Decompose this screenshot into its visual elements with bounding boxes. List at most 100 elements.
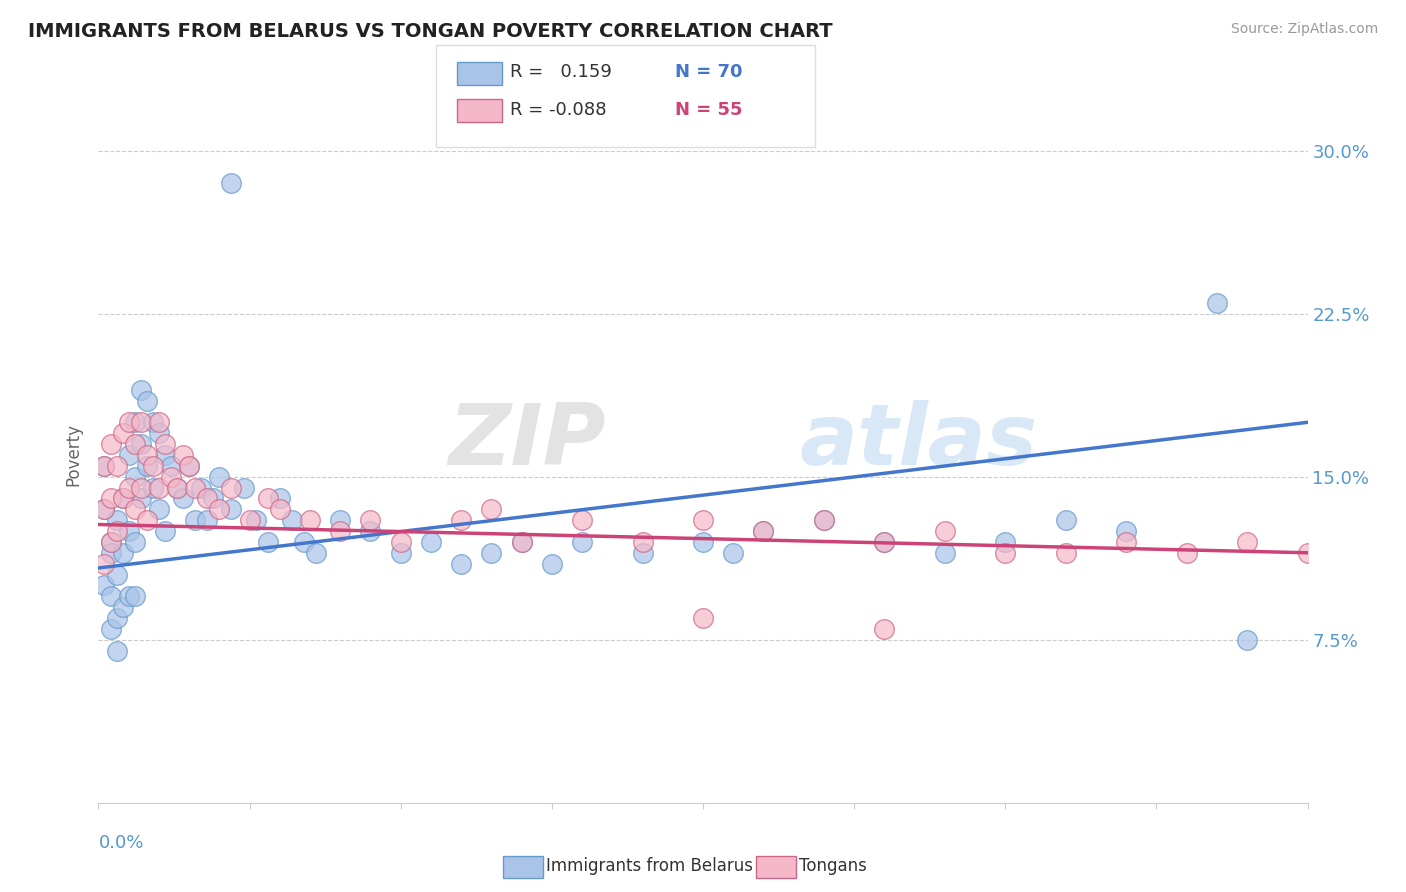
- Point: [692, 513, 714, 527]
- Point: [111, 600, 134, 615]
- Point: [172, 491, 194, 506]
- Point: [184, 513, 207, 527]
- Point: [195, 513, 218, 527]
- Point: [93, 502, 115, 516]
- Point: [571, 535, 593, 549]
- Text: Immigrants from Belarus: Immigrants from Belarus: [546, 857, 752, 875]
- Point: [752, 524, 775, 538]
- Point: [873, 535, 896, 549]
- Point: [571, 513, 593, 527]
- Point: [100, 546, 122, 560]
- Point: [172, 448, 194, 462]
- Point: [148, 502, 170, 516]
- Text: 0.0%: 0.0%: [98, 834, 143, 852]
- Point: [148, 481, 170, 495]
- Point: [142, 458, 165, 473]
- Point: [124, 535, 146, 549]
- Point: [813, 513, 835, 527]
- Point: [305, 546, 328, 560]
- Point: [105, 611, 128, 625]
- Point: [420, 535, 443, 549]
- Point: [510, 535, 533, 549]
- Point: [100, 622, 122, 636]
- Point: [124, 502, 146, 516]
- Text: R =   0.159: R = 0.159: [510, 63, 612, 81]
- Point: [208, 502, 231, 516]
- Point: [221, 176, 243, 190]
- Point: [202, 491, 225, 506]
- Point: [118, 415, 141, 429]
- Point: [93, 458, 115, 473]
- Point: [256, 491, 278, 506]
- Point: [179, 458, 201, 473]
- Point: [873, 622, 896, 636]
- Point: [281, 513, 304, 527]
- Text: IMMIGRANTS FROM BELARUS VS TONGAN POVERTY CORRELATION CHART: IMMIGRANTS FROM BELARUS VS TONGAN POVERT…: [28, 22, 832, 41]
- Point: [450, 513, 472, 527]
- Point: [190, 481, 212, 495]
- Point: [1296, 546, 1319, 560]
- Point: [813, 513, 835, 527]
- Point: [105, 458, 128, 473]
- Point: [481, 502, 503, 516]
- Point: [389, 535, 412, 549]
- Point: [148, 426, 170, 441]
- Point: [124, 589, 146, 603]
- Point: [195, 491, 218, 506]
- Point: [135, 513, 157, 527]
- Point: [221, 481, 243, 495]
- Text: N = 55: N = 55: [675, 101, 742, 119]
- Point: [100, 535, 122, 549]
- Point: [153, 437, 176, 451]
- Point: [129, 437, 152, 451]
- Point: [166, 481, 188, 495]
- Point: [1115, 535, 1137, 549]
- Point: [111, 546, 134, 560]
- Point: [934, 546, 956, 560]
- Point: [208, 469, 231, 483]
- Point: [692, 611, 714, 625]
- Text: N = 70: N = 70: [675, 63, 742, 81]
- Point: [994, 535, 1017, 549]
- Point: [1054, 513, 1077, 527]
- Text: ZIP: ZIP: [449, 400, 606, 483]
- Point: [934, 524, 956, 538]
- Point: [153, 524, 176, 538]
- Point: [135, 448, 157, 462]
- Text: R = -0.088: R = -0.088: [510, 101, 607, 119]
- Text: Tongans: Tongans: [799, 857, 866, 875]
- Point: [631, 546, 654, 560]
- Point: [389, 546, 412, 560]
- Point: [752, 524, 775, 538]
- Point: [124, 437, 146, 451]
- Point: [111, 491, 134, 506]
- Point: [129, 481, 152, 495]
- Point: [269, 491, 291, 506]
- Point: [510, 535, 533, 549]
- Point: [1115, 524, 1137, 538]
- Point: [1054, 546, 1077, 560]
- Point: [111, 491, 134, 506]
- Point: [129, 491, 152, 506]
- Point: [100, 491, 122, 506]
- Point: [142, 415, 165, 429]
- Point: [166, 481, 188, 495]
- Point: [129, 383, 152, 397]
- Point: [142, 481, 165, 495]
- Point: [100, 589, 122, 603]
- Point: [723, 546, 745, 560]
- Point: [118, 448, 141, 462]
- Point: [256, 535, 278, 549]
- Point: [269, 502, 291, 516]
- Point: [100, 437, 122, 451]
- Point: [692, 535, 714, 549]
- Point: [118, 589, 141, 603]
- Point: [124, 415, 146, 429]
- Point: [299, 513, 322, 527]
- Point: [329, 513, 352, 527]
- Point: [111, 426, 134, 441]
- Point: [135, 393, 157, 408]
- Point: [481, 546, 503, 560]
- Point: [329, 524, 352, 538]
- Point: [1236, 535, 1258, 549]
